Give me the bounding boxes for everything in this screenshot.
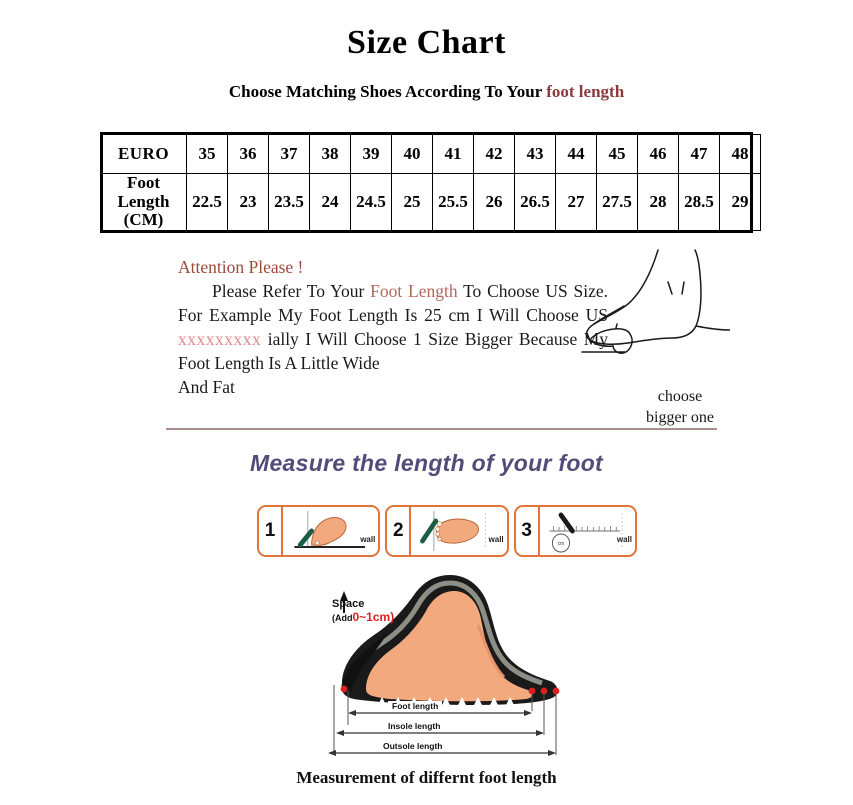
attention-paragraph: Please Refer To Your Foot Length To Choo…: [178, 279, 608, 375]
euro-size-cell: 46: [637, 134, 679, 174]
foot-length-cell: 23: [227, 173, 269, 231]
step-1-illustration: wall: [283, 507, 378, 555]
foot-length-cell: 29: [719, 173, 761, 231]
table-border-left: [100, 132, 103, 233]
foot-label-line-3: (CM): [123, 210, 164, 230]
bottom-caption: Measurement of differnt foot length: [296, 768, 557, 787]
euro-size-cell: 37: [268, 134, 310, 174]
attention-foot-length: Foot Length: [370, 281, 458, 301]
space-label-add: (Add: [332, 613, 353, 623]
choose-caption-line-2: bigger one: [646, 409, 714, 426]
euro-size-cell: 44: [555, 134, 597, 174]
foot-sketch-icon: [580, 248, 731, 378]
foot-length-cell: 26.5: [514, 173, 556, 231]
measure-heading: Measure the length of your foot: [249, 450, 604, 476]
attention-line-a: Please Refer To Your: [212, 281, 371, 301]
foot-length-cell: 25: [391, 173, 433, 231]
page-title: Size Chart: [347, 24, 506, 61]
attention-line-d: And Fat: [178, 377, 235, 397]
step-number-3: 3: [516, 507, 540, 555]
measure-steps: 1 wall 2 wall: [257, 505, 637, 557]
euro-size-cell: 48: [719, 134, 761, 174]
foot-label-line-1: Foot: [126, 173, 161, 193]
step-panel-3: 3 cm wall: [513, 505, 637, 557]
euro-size-cell: 47: [678, 134, 720, 174]
table-border-top: [100, 132, 753, 135]
step-1-wall-label: wall: [360, 535, 376, 544]
euro-size-cell: 38: [309, 134, 351, 174]
foot-length-cell: 24: [309, 173, 351, 231]
table-row-foot: Foot Length (CM) 22.5 23 23.5 24 24.5 25 25.5 2…: [100, 173, 761, 231]
foot-length-label: Foot length: [388, 701, 443, 711]
step-3-illustration: cm wall: [540, 507, 635, 555]
size-table-container: EURO 35 36 37 38 39 40 41 42 43 44 45 46 47 48 Foot L…: [100, 132, 761, 233]
foot-length-cell: 28: [637, 173, 679, 231]
euro-size-cell: 35: [186, 134, 228, 174]
table-row-euro: EURO 35 36 37 38 39 40 41 42 43 44 45 46 47 48: [100, 134, 761, 174]
foot-length-cell: 28.5: [678, 173, 720, 231]
attention-redacted-text: xxxxxxxxx: [178, 329, 262, 349]
choose-bigger-caption: choose bigger one: [600, 386, 760, 428]
subtitle-text: Choose Matching Shoes According To Your: [228, 82, 547, 101]
step-2-illustration: wall: [411, 507, 506, 555]
step-2-wall-label: wall: [488, 535, 504, 544]
euro-size-cell: 36: [227, 134, 269, 174]
foot-length-cell: 22.5: [186, 173, 228, 231]
euro-size-cell: 40: [391, 134, 433, 174]
step-panel-1: 1 wall: [257, 505, 381, 557]
table-border-right: [750, 132, 753, 233]
euro-size-cell: 41: [432, 134, 474, 174]
euro-size-cell: 43: [514, 134, 556, 174]
space-label-word: Space: [332, 598, 365, 610]
outsole-length-label: Outsole length: [379, 741, 447, 751]
foot-length-cell: 23.5: [268, 173, 310, 231]
section-divider: [166, 428, 717, 430]
step-3-wall-label: wall: [616, 535, 632, 544]
foot-length-cell: 25.5: [432, 173, 474, 231]
euro-size-cell: 42: [473, 134, 515, 174]
foot-length-cell: 27: [555, 173, 597, 231]
attention-line-c: ially I Will Choose 1 Size Bigger Becaus…: [178, 329, 608, 373]
choose-caption-line-1: choose: [657, 388, 703, 405]
space-label-value: 0~1cm): [352, 610, 395, 624]
size-table: EURO 35 36 37 38 39 40 41 42 43 44 45 46 47 48 Foot L…: [100, 134, 761, 231]
step-panel-2: 2 wall: [385, 505, 509, 557]
foot-length-cell: 24.5: [350, 173, 392, 231]
svg-text:cm: cm: [557, 542, 563, 547]
attention-heading: Attention Please !: [178, 257, 304, 277]
space-label: Space (Add0~1cm): [332, 598, 394, 625]
foot-measurement-diagram: [318, 565, 583, 760]
insole-length-label: Insole length: [384, 721, 445, 731]
euro-size-cell: 45: [596, 134, 638, 174]
page-subtitle: Choose Matching Shoes According To Your …: [0, 82, 853, 102]
step-number-1: 1: [259, 507, 283, 555]
attention-line-b: To Choose US Size. For Example My Foot L…: [178, 281, 608, 325]
table-border-bottom: [100, 230, 753, 233]
foot-row-label: Foot Length (CM): [100, 173, 187, 231]
foot-length-cell: 26: [473, 173, 515, 231]
euro-row-label: EURO: [100, 134, 187, 174]
euro-size-cell: 39: [350, 134, 392, 174]
step-number-2: 2: [387, 507, 412, 555]
foot-label-line-2: Length: [117, 191, 170, 211]
subtitle-highlight: foot length: [546, 82, 625, 101]
attention-block: Attention Please ! Please Refer To Your …: [178, 255, 608, 399]
foot-length-cell: 27.5: [596, 173, 638, 231]
